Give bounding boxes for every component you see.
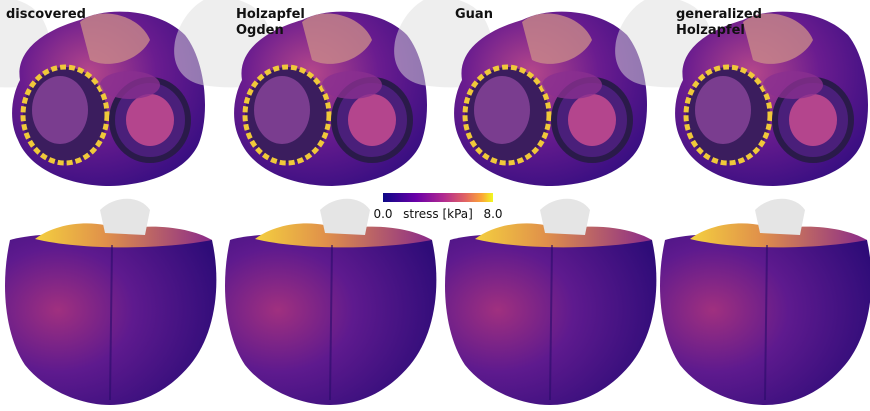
- panel-title: Holzapfel: [236, 7, 305, 22]
- colorbar-min: 0.0: [373, 207, 392, 221]
- heart-side-view: [659, 197, 870, 406]
- panel-title: discovered: [6, 7, 86, 22]
- colorbar-max: 8.0: [483, 207, 502, 221]
- heart-top-view: [394, 0, 647, 186]
- heart-top-view: [174, 0, 427, 186]
- heart-side-view: [444, 197, 658, 406]
- panel-title: Ogden: [236, 23, 284, 38]
- colorbar-label: stress [kPa]: [403, 207, 473, 221]
- colorbar: [383, 193, 493, 202]
- heart-side-view: [4, 197, 218, 406]
- heart-side-view: [224, 197, 438, 406]
- panel-title: Guan: [455, 7, 493, 22]
- heart-top-view: [0, 0, 205, 186]
- panel-title: Holzapfel: [676, 23, 745, 38]
- panel-title: generalized: [676, 7, 762, 22]
